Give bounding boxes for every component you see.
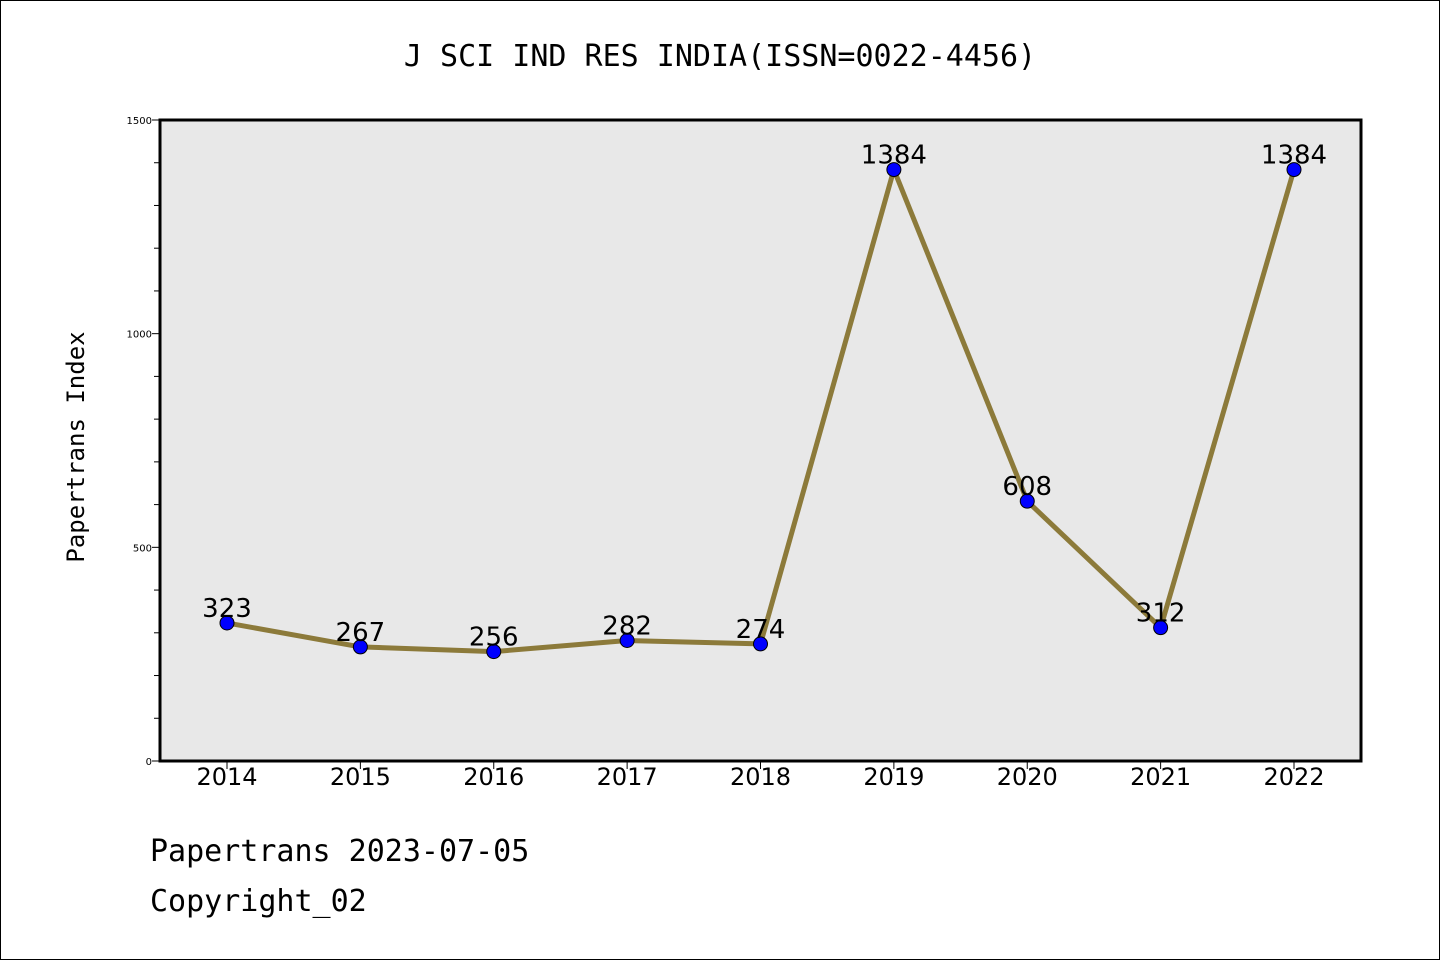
data-label: 323 bbox=[202, 594, 252, 624]
data-point bbox=[486, 644, 502, 660]
data-label: 1384 bbox=[861, 141, 927, 171]
x-tick-label: 2021 bbox=[1130, 763, 1191, 791]
chart-title: J SCI IND RES INDIA(ISSN=0022-4456) bbox=[404, 39, 1036, 74]
data-label: 1384 bbox=[1261, 141, 1327, 171]
x-tick-label: 2017 bbox=[597, 763, 658, 791]
x-tick-label: 2018 bbox=[730, 763, 791, 791]
data-point bbox=[1019, 493, 1035, 509]
x-axis: 2014 2015 2016 2017 2018 2019 2020 2021 2022 bbox=[196, 761, 1325, 791]
y-tick-label: 1000 bbox=[127, 330, 152, 341]
y-tick-label: 0 bbox=[146, 757, 152, 768]
y-tick-label: 1500 bbox=[127, 116, 152, 127]
plot-area bbox=[158, 118, 1363, 763]
series-group bbox=[219, 162, 1302, 660]
data-label: 312 bbox=[1136, 599, 1186, 629]
data-point bbox=[886, 162, 902, 178]
data-label: 608 bbox=[1002, 472, 1052, 502]
y-axis-label: Papertrans Index bbox=[62, 331, 90, 562]
x-tick-label: 2020 bbox=[997, 763, 1058, 791]
data-point bbox=[352, 639, 368, 655]
y-axis: 0 500 1000 1500 bbox=[127, 116, 160, 768]
data-label: 274 bbox=[736, 615, 786, 645]
data-point bbox=[753, 636, 768, 652]
x-tick-label: 2014 bbox=[196, 763, 257, 791]
data-label: 282 bbox=[602, 611, 652, 641]
data-labels: 323 267 256 282 274 1384 608 312 1384 bbox=[202, 141, 1327, 653]
data-point bbox=[619, 632, 635, 648]
data-point bbox=[219, 615, 235, 631]
footer-date: Papertrans 2023-07-05 bbox=[150, 834, 530, 869]
footer-copyright: Copyright_02 bbox=[150, 884, 367, 919]
y-tick-label: 500 bbox=[133, 543, 152, 554]
data-point bbox=[1153, 620, 1169, 636]
x-tick-label: 2022 bbox=[1263, 763, 1324, 791]
data-label: 267 bbox=[336, 618, 386, 648]
x-tick-label: 2016 bbox=[463, 763, 524, 791]
x-tick-label: 2015 bbox=[330, 763, 391, 791]
data-point bbox=[1286, 162, 1302, 178]
x-tick-label: 2019 bbox=[863, 763, 924, 791]
data-label: 256 bbox=[469, 623, 519, 653]
